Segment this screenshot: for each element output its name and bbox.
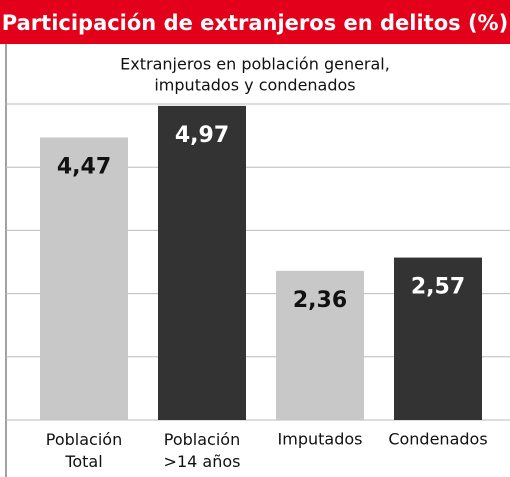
subtitle: imputados y condenados	[154, 76, 355, 95]
value-label: 2,57	[411, 275, 465, 300]
title-banner	[0, 0, 510, 44]
bar	[40, 137, 128, 420]
x-tick-label: Población Total	[46, 430, 122, 471]
x-tick-label: Imputados	[278, 430, 363, 449]
x-tick-line: Población	[46, 430, 122, 449]
bar	[158, 105, 246, 421]
bar	[394, 257, 482, 420]
chart-title: Participación de extranjeros en delitos …	[2, 11, 508, 35]
x-tick-label: Condenados	[388, 430, 487, 449]
value-label: 4,97	[175, 123, 229, 148]
x-tick-label: Población >14 años	[164, 430, 241, 471]
value-label: 2,36	[293, 288, 347, 313]
subtitle: Extranjeros en población general,	[120, 55, 390, 74]
x-tick-line: Total	[64, 452, 102, 471]
bar	[276, 270, 364, 420]
value-label: 4,47	[57, 154, 111, 179]
x-tick-line: >14 años	[164, 452, 241, 471]
x-tick-line: Población	[164, 430, 240, 449]
